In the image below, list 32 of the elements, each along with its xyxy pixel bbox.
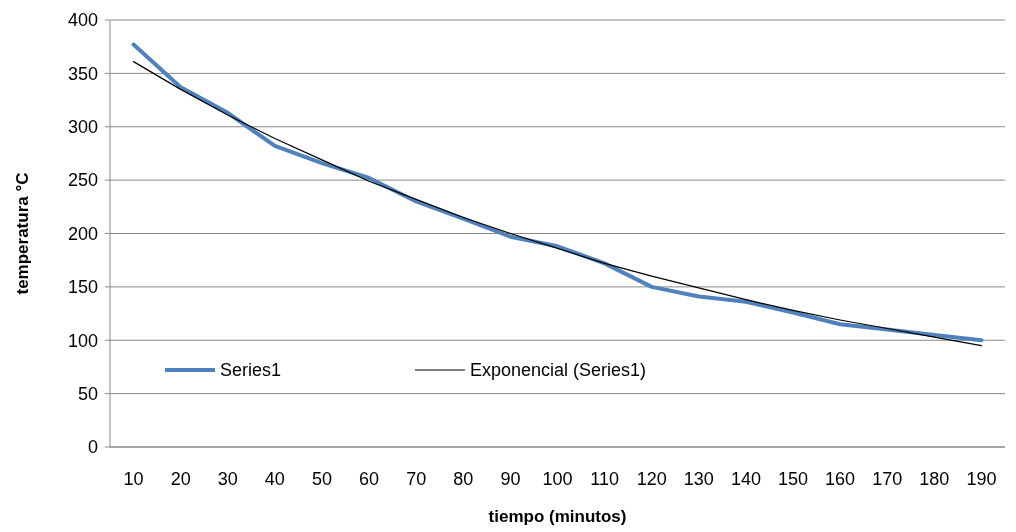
y-tick-label: 300 xyxy=(67,117,98,138)
x-tick-label: 190 xyxy=(966,469,997,489)
y-tick-label: 150 xyxy=(67,277,98,298)
x-tick-label: 90 xyxy=(500,469,521,489)
x-tick-label: 180 xyxy=(919,469,950,489)
x-tick-label: 110 xyxy=(590,469,619,489)
y-tick-label: 250 xyxy=(67,170,98,191)
x-tick-label: 10 xyxy=(123,469,144,489)
x-tick-label: 170 xyxy=(872,469,903,489)
legend-label: Exponencial (Series1) xyxy=(470,360,647,381)
x-tick-label: 50 xyxy=(311,469,332,489)
y-tick-label: 200 xyxy=(67,223,98,244)
x-tick-label: 80 xyxy=(453,469,474,489)
y-axis-title: temperatura °C xyxy=(13,172,32,295)
legend-label: Series1 xyxy=(220,360,282,381)
y-tick-label: 400 xyxy=(67,10,98,31)
x-tick-label: 40 xyxy=(264,469,285,489)
x-tick-label: 160 xyxy=(825,469,856,489)
y-tick-label: 0 xyxy=(87,437,98,458)
y-tick-label: 350 xyxy=(67,63,98,84)
y-tick-label: 100 xyxy=(67,330,98,351)
y-tick-label: 50 xyxy=(77,383,98,404)
x-tick-label: 30 xyxy=(217,469,238,489)
x-tick-label: 70 xyxy=(406,469,427,489)
x-axis-title: tiempo (minutos) xyxy=(488,507,627,526)
x-tick-label: 60 xyxy=(359,469,380,489)
x-tick-label: 20 xyxy=(170,469,191,489)
x-tick-label: 140 xyxy=(730,469,761,489)
x-tick-label: 150 xyxy=(778,469,809,489)
x-tick-label: 130 xyxy=(683,469,714,489)
x-tick-label: 100 xyxy=(542,469,573,489)
x-tick-label: 120 xyxy=(636,469,667,489)
